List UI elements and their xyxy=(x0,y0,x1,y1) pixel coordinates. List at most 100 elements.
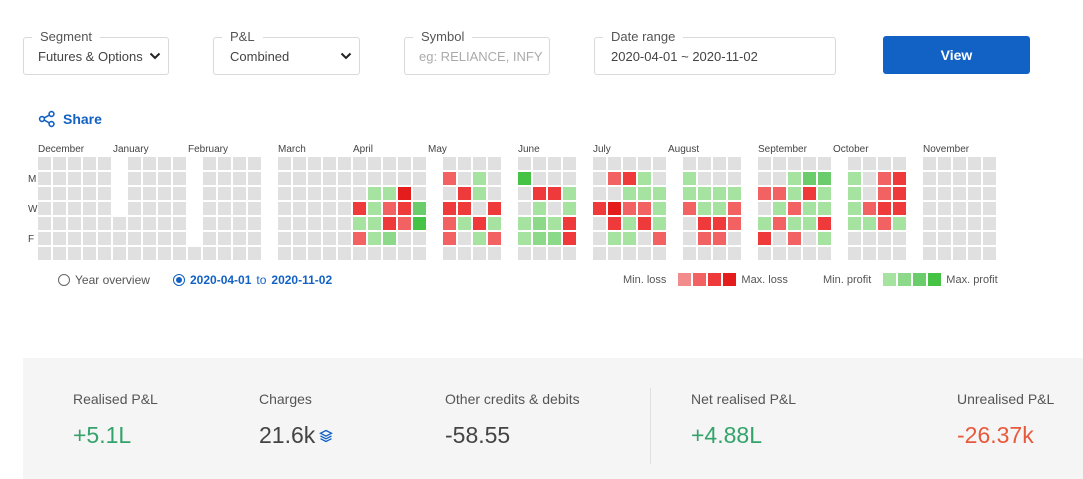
heatmap-day-cell[interactable] xyxy=(473,187,486,200)
heatmap-day-cell[interactable] xyxy=(218,232,231,245)
heatmap-day-cell[interactable] xyxy=(308,232,321,245)
heatmap-day-cell[interactable] xyxy=(638,202,651,215)
heatmap-day-cell[interactable] xyxy=(98,247,111,260)
heatmap-day-cell[interactable] xyxy=(563,157,576,170)
heatmap-day-cell[interactable] xyxy=(323,187,336,200)
heatmap-day-cell[interactable] xyxy=(128,172,141,185)
heatmap-day-cell[interactable] xyxy=(323,202,336,215)
heatmap-day-cell[interactable] xyxy=(68,187,81,200)
heatmap-day-cell[interactable] xyxy=(758,172,771,185)
heatmap-day-cell[interactable] xyxy=(383,202,396,215)
heatmap-day-cell[interactable] xyxy=(848,172,861,185)
heatmap-day-cell[interactable] xyxy=(638,232,651,245)
heatmap-day-cell[interactable] xyxy=(233,232,246,245)
heatmap-day-cell[interactable] xyxy=(593,247,606,260)
heatmap-day-cell[interactable] xyxy=(968,232,981,245)
heatmap-day-cell[interactable] xyxy=(98,217,111,230)
heatmap-day-cell[interactable] xyxy=(278,172,291,185)
heatmap-day-cell[interactable] xyxy=(53,232,66,245)
heatmap-day-cell[interactable] xyxy=(143,217,156,230)
heatmap-day-cell[interactable] xyxy=(458,172,471,185)
heatmap-day-cell[interactable] xyxy=(128,157,141,170)
heatmap-day-cell[interactable] xyxy=(518,217,531,230)
heatmap-day-cell[interactable] xyxy=(773,247,786,260)
layers-icon[interactable] xyxy=(319,429,334,443)
heatmap-day-cell[interactable] xyxy=(38,217,51,230)
heatmap-day-cell[interactable] xyxy=(143,247,156,260)
heatmap-day-cell[interactable] xyxy=(398,157,411,170)
heatmap-day-cell[interactable] xyxy=(158,247,171,260)
heatmap-day-cell[interactable] xyxy=(893,172,906,185)
heatmap-day-cell[interactable] xyxy=(518,157,531,170)
heatmap-day-cell[interactable] xyxy=(53,172,66,185)
heatmap-day-cell[interactable] xyxy=(278,187,291,200)
heatmap-day-cell[interactable] xyxy=(113,217,126,230)
heatmap-day-cell[interactable] xyxy=(953,157,966,170)
heatmap-day-cell[interactable] xyxy=(758,247,771,260)
heatmap-day-cell[interactable] xyxy=(98,202,111,215)
heatmap-day-cell[interactable] xyxy=(863,187,876,200)
heatmap-day-cell[interactable] xyxy=(383,172,396,185)
heatmap-day-cell[interactable] xyxy=(863,247,876,260)
heatmap-day-cell[interactable] xyxy=(368,202,381,215)
heatmap-day-cell[interactable] xyxy=(548,217,561,230)
heatmap-day-cell[interactable] xyxy=(563,172,576,185)
heatmap-day-cell[interactable] xyxy=(563,232,576,245)
heatmap-day-cell[interactable] xyxy=(353,187,366,200)
heatmap-day-cell[interactable] xyxy=(788,202,801,215)
heatmap-day-cell[interactable] xyxy=(68,232,81,245)
heatmap-day-cell[interactable] xyxy=(368,157,381,170)
heatmap-day-cell[interactable] xyxy=(938,232,951,245)
heatmap-day-cell[interactable] xyxy=(293,232,306,245)
heatmap-day-cell[interactable] xyxy=(173,247,186,260)
heatmap-day-cell[interactable] xyxy=(83,232,96,245)
heatmap-day-cell[interactable] xyxy=(368,247,381,260)
heatmap-day-cell[interactable] xyxy=(773,172,786,185)
heatmap-day-cell[interactable] xyxy=(458,157,471,170)
heatmap-day-cell[interactable] xyxy=(983,187,996,200)
segment-select[interactable]: Segment Futures & Options xyxy=(23,29,169,75)
heatmap-day-cell[interactable] xyxy=(383,232,396,245)
heatmap-day-cell[interactable] xyxy=(878,247,891,260)
heatmap-day-cell[interactable] xyxy=(638,217,651,230)
heatmap-day-cell[interactable] xyxy=(923,172,936,185)
heatmap-day-cell[interactable] xyxy=(38,157,51,170)
heatmap-day-cell[interactable] xyxy=(638,172,651,185)
heatmap-day-cell[interactable] xyxy=(308,202,321,215)
heatmap-day-cell[interactable] xyxy=(488,157,501,170)
heatmap-day-cell[interactable] xyxy=(38,232,51,245)
heatmap-day-cell[interactable] xyxy=(398,202,411,215)
heatmap-day-cell[interactable] xyxy=(818,157,831,170)
heatmap-day-cell[interactable] xyxy=(203,247,216,260)
heatmap-day-cell[interactable] xyxy=(233,187,246,200)
heatmap-day-cell[interactable] xyxy=(983,157,996,170)
heatmap-day-cell[interactable] xyxy=(398,232,411,245)
heatmap-day-cell[interactable] xyxy=(68,217,81,230)
heatmap-day-cell[interactable] xyxy=(698,187,711,200)
heatmap-day-cell[interactable] xyxy=(473,247,486,260)
heatmap-day-cell[interactable] xyxy=(143,232,156,245)
heatmap-day-cell[interactable] xyxy=(728,157,741,170)
heatmap-day-cell[interactable] xyxy=(968,217,981,230)
heatmap-day-cell[interactable] xyxy=(683,187,696,200)
heatmap-day-cell[interactable] xyxy=(458,187,471,200)
heatmap-day-cell[interactable] xyxy=(308,247,321,260)
heatmap-day-cell[interactable] xyxy=(38,187,51,200)
heatmap-day-cell[interactable] xyxy=(533,172,546,185)
heatmap-day-cell[interactable] xyxy=(788,157,801,170)
heatmap-day-cell[interactable] xyxy=(548,202,561,215)
heatmap-day-cell[interactable] xyxy=(608,217,621,230)
heatmap-day-cell[interactable] xyxy=(248,172,261,185)
heatmap-day-cell[interactable] xyxy=(488,202,501,215)
heatmap-day-cell[interactable] xyxy=(518,232,531,245)
heatmap-day-cell[interactable] xyxy=(158,157,171,170)
heatmap-day-cell[interactable] xyxy=(653,157,666,170)
heatmap-day-cell[interactable] xyxy=(803,232,816,245)
heatmap-day-cell[interactable] xyxy=(953,232,966,245)
heatmap-day-cell[interactable] xyxy=(533,247,546,260)
heatmap-day-cell[interactable] xyxy=(488,217,501,230)
heatmap-day-cell[interactable] xyxy=(653,247,666,260)
heatmap-day-cell[interactable] xyxy=(863,157,876,170)
heatmap-day-cell[interactable] xyxy=(98,232,111,245)
heatmap-day-cell[interactable] xyxy=(683,232,696,245)
